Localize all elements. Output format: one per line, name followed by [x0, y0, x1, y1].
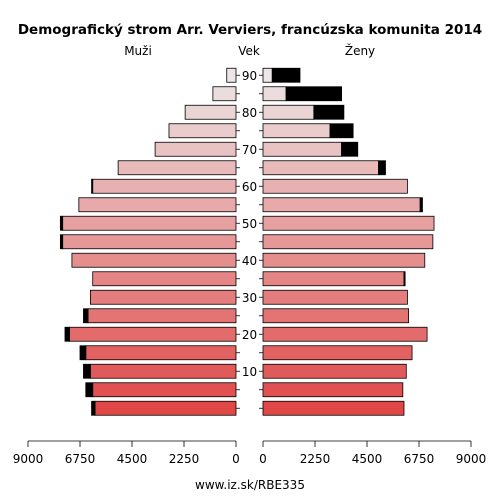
x-tick-label-men: 4500: [117, 452, 148, 466]
x-tick-label-men: 2250: [169, 452, 200, 466]
bar-women-excess-80-84: [313, 104, 345, 120]
age-tick-label: 50: [242, 217, 257, 231]
bar-men-10-14: [90, 363, 237, 379]
x-tick-label-men: 6750: [65, 452, 96, 466]
x-tick-label-women: 4500: [352, 452, 383, 466]
bar-men-45-49: [62, 234, 237, 250]
bar-men-90-94: [226, 67, 237, 83]
bar-women-excess-90-94: [271, 67, 301, 83]
age-tick-label: 10: [242, 365, 257, 379]
bar-men-50-54: [62, 215, 237, 231]
bar-women-15-19: [262, 345, 413, 361]
bar-men-70-74: [154, 141, 237, 157]
x-tick-label-women: 9000: [456, 452, 487, 466]
bar-women-20-24: [262, 326, 428, 342]
age-tick-label: 30: [242, 291, 257, 305]
x-axis-men: 9000 6750 4500 2250 0: [13, 440, 240, 466]
x-tick-label-women: 2250: [300, 452, 331, 466]
bar-women-30-34: [262, 289, 408, 305]
bar-women-35-39: [262, 271, 405, 287]
bar-men-25-29: [87, 308, 237, 324]
age-tick-label: 60: [242, 180, 257, 194]
men-bars: [59, 67, 237, 416]
bar-men-excess-15-19: [79, 345, 87, 361]
bar-men-65-69: [117, 160, 237, 176]
chart-title: Demografický strom Arr. Verviers, francú…: [18, 22, 482, 38]
bar-men-75-79: [168, 123, 237, 139]
bar-women-50-54: [262, 215, 435, 231]
bar-women-excess-35-39: [403, 271, 406, 287]
bar-men-excess-10-14: [83, 363, 91, 379]
age-tick-label: 70: [242, 143, 257, 157]
bar-men-0-4: [94, 400, 237, 416]
age-tick-label: 80: [242, 106, 257, 120]
bar-men-15-19: [85, 345, 237, 361]
bar-men-80-84: [184, 104, 237, 120]
footer-source: www.iz.sk/RBE335: [195, 478, 305, 492]
x-tick-label-women: 6750: [404, 452, 435, 466]
center-label-age: Vek: [238, 44, 260, 58]
bar-men-excess-5-9: [85, 382, 94, 398]
bar-men-excess-50-54: [59, 215, 64, 231]
age-tick-label: 90: [242, 69, 257, 83]
bar-women-excess-70-74: [341, 141, 359, 157]
bar-women-85-89: [262, 86, 287, 102]
bar-women-10-14: [262, 363, 407, 379]
bar-women-excess-85-89: [285, 86, 342, 102]
bar-women-90-94: [262, 67, 273, 83]
bar-men-excess-0-4: [91, 400, 96, 416]
bar-men-85-89: [212, 86, 237, 102]
bar-women-65-69: [262, 160, 379, 176]
bar-women-5-9: [262, 382, 404, 398]
bar-women-70-74: [262, 141, 342, 157]
bar-men-excess-60-64: [91, 178, 94, 194]
bar-men-excess-20-24: [64, 326, 70, 342]
bar-men-35-39: [92, 271, 237, 287]
bar-women-excess-65-69: [378, 160, 386, 176]
x-axis-women: 0 2250 4500 6750 9000: [259, 440, 487, 466]
x-tick-label-women: 0: [259, 452, 267, 466]
bar-women-excess-75-79: [329, 123, 354, 139]
bar-women-0-4: [262, 400, 405, 416]
bar-women-45-49: [262, 234, 434, 250]
age-tick-label: 40: [242, 254, 257, 268]
women-bars: [262, 67, 435, 416]
bar-men-20-24: [69, 326, 237, 342]
age-tick-label: 20: [242, 328, 257, 342]
bar-women-excess-55-59: [419, 197, 423, 213]
bar-men-30-34: [90, 289, 237, 305]
bar-men-55-59: [78, 197, 237, 213]
x-tick-label-men: 0: [232, 452, 240, 466]
bar-women-80-84: [262, 104, 315, 120]
bar-women-40-44: [262, 252, 426, 268]
x-tick-label-men: 9000: [13, 452, 44, 466]
bar-men-excess-45-49: [59, 234, 64, 250]
bar-men-excess-25-29: [83, 308, 89, 324]
bar-men-40-44: [71, 252, 237, 268]
left-label-men: Muži: [124, 44, 152, 58]
bar-women-25-29: [262, 308, 410, 324]
bar-women-55-59: [262, 197, 421, 213]
bar-men-5-9: [92, 382, 237, 398]
age-axis: 10 20 30 40 50 60 70 80 90: [236, 69, 263, 409]
right-label-women: Ženy: [345, 43, 375, 58]
bar-women-60-64: [262, 178, 408, 194]
bar-women-75-79: [262, 123, 331, 139]
bar-men-60-64: [92, 178, 237, 194]
